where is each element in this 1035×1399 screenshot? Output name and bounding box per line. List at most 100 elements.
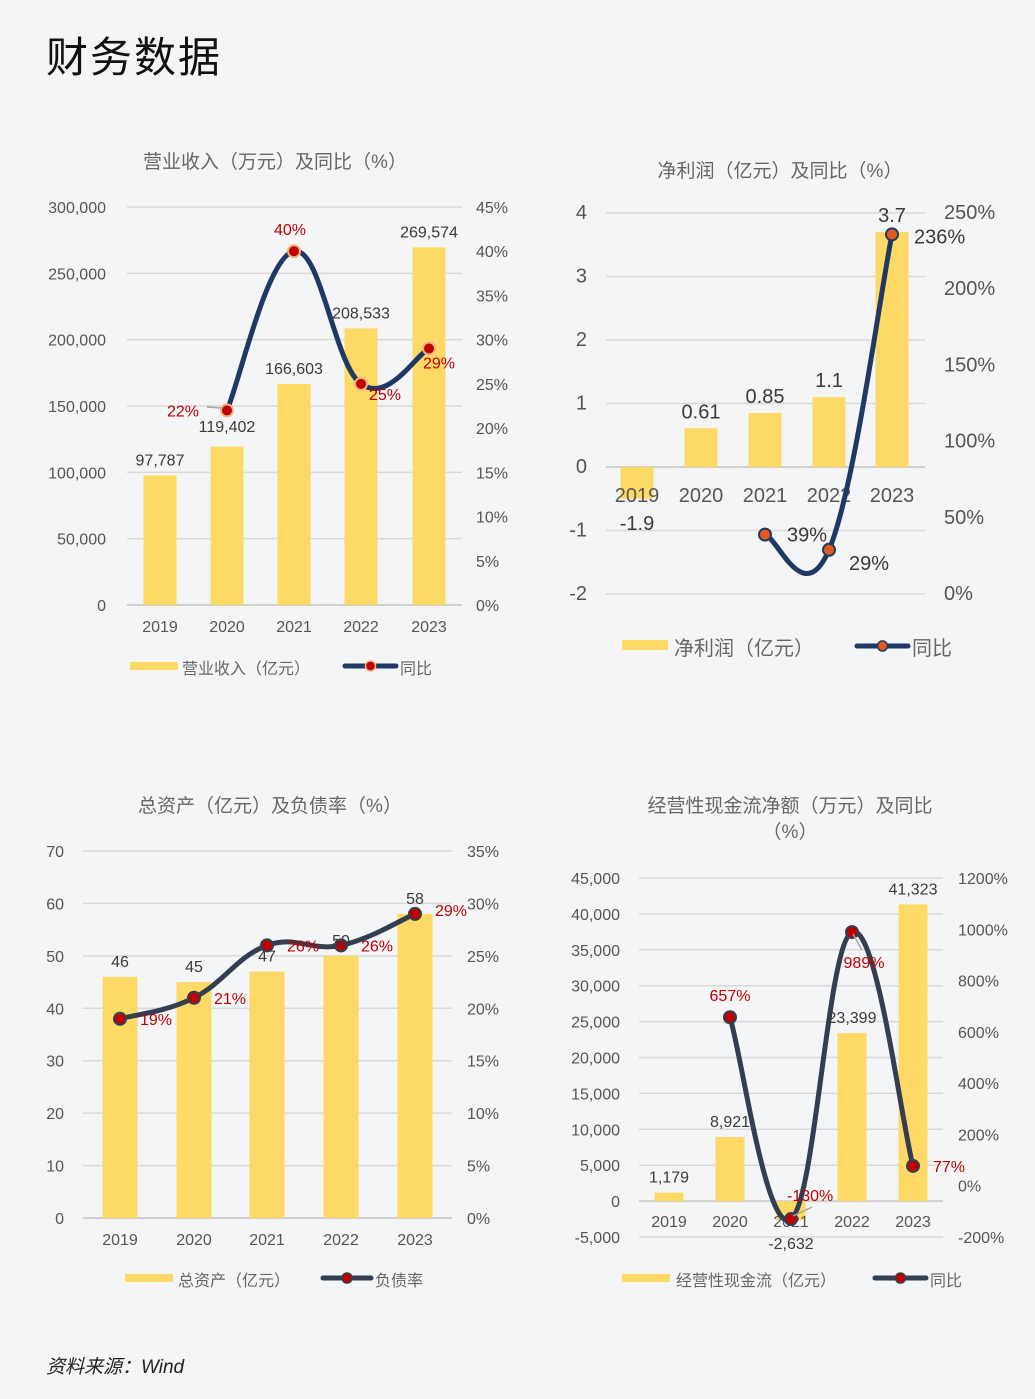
right-axis-tick: 0% xyxy=(476,598,499,615)
right-axis-tick: 45% xyxy=(476,200,508,217)
bar xyxy=(837,1033,867,1202)
bar xyxy=(412,247,446,605)
left-axis-tick: 20 xyxy=(46,1106,64,1123)
page-title: 财务数据 xyxy=(46,33,223,82)
legend-line-label: 同比 xyxy=(400,660,432,678)
right-axis-tick: 0% xyxy=(944,583,973,605)
total-assets-chart-title: 总资产（亿元）及负债率（%） xyxy=(138,795,402,817)
yoy-value-label: 40% xyxy=(274,222,306,239)
legend-line-marker xyxy=(894,1272,907,1284)
category-label: 2022 xyxy=(343,619,379,636)
legend-line-label: 同比 xyxy=(912,637,952,660)
right-axis-tick: 15% xyxy=(476,465,508,482)
left-axis-tick: 45,000 xyxy=(571,871,620,888)
revenue-chart: 营业收入（万元）及同比（%） 0 50,000 100,000 150,000 200,… xyxy=(48,151,508,678)
legend-bar-label: 净利润（亿元） xyxy=(674,637,814,660)
legend-bar-swatch xyxy=(125,1274,173,1282)
legend-line-marker xyxy=(341,1272,353,1284)
legend-bar-label: 总资产（亿元） xyxy=(178,1272,290,1290)
category-label: 2022 xyxy=(834,1214,870,1231)
bar-value-label: 47 xyxy=(258,949,276,966)
right-axis-tick: 400% xyxy=(958,1076,999,1093)
yoy-marker xyxy=(187,990,201,1005)
left-axis-tick: 1 xyxy=(576,393,587,415)
left-axis-tick: 60 xyxy=(46,896,64,913)
category-label: 2019 xyxy=(615,485,660,507)
left-axis-tick: 4 xyxy=(576,202,587,224)
right-axis-tick: 25% xyxy=(476,377,508,394)
left-axis-tick: -1 xyxy=(569,520,587,542)
legend-line-marker xyxy=(364,660,377,672)
category-label: 2019 xyxy=(651,1214,687,1231)
yoy-value-label: 29% xyxy=(849,553,889,575)
right-axis-tick: 0% xyxy=(467,1211,490,1228)
yoy-marker xyxy=(287,244,301,259)
right-axis-tick: 15% xyxy=(467,1054,499,1071)
right-axis-tick: 35% xyxy=(467,844,499,861)
yoy-line xyxy=(762,231,895,577)
category-label: 2020 xyxy=(679,485,724,507)
bar xyxy=(277,383,311,605)
left-axis-tick: 200,000 xyxy=(48,333,106,350)
category-label: 2020 xyxy=(209,619,245,636)
yoy-marker xyxy=(354,376,368,391)
legend-line-marker xyxy=(876,640,889,652)
bar-value-label: 58 xyxy=(406,891,424,908)
right-axis-tick: 50% xyxy=(944,507,984,529)
bar-value-label: -1.9 xyxy=(620,513,654,535)
yoy-value-label: 29% xyxy=(423,356,455,373)
total-assets-chart: 总资产（亿元）及负债率（%） 0 10 20 30 40 50 60 70 0% 5% 10% 15%… xyxy=(46,795,499,1290)
right-axis-tick: 5% xyxy=(476,554,499,571)
yoy-marker xyxy=(408,906,422,921)
category-label: 2023 xyxy=(870,485,915,507)
bar xyxy=(654,1192,684,1202)
bar xyxy=(715,1137,745,1202)
yoy-marker xyxy=(885,227,899,242)
left-axis-tick: 50,000 xyxy=(57,532,106,549)
yoy-value-label: 26% xyxy=(287,938,319,955)
legend-bar-swatch xyxy=(622,640,668,650)
yoy-marker xyxy=(260,938,274,953)
right-axis-tick: 30% xyxy=(467,896,499,913)
right-axis-tick: 35% xyxy=(476,288,508,305)
yoy-marker xyxy=(906,1158,920,1173)
right-axis-tick: 10% xyxy=(467,1106,499,1123)
right-axis-tick: 1000% xyxy=(958,922,1008,939)
bar-value-label: 166,603 xyxy=(265,361,323,378)
label-leader-line xyxy=(852,933,863,951)
bar-value-label: 46 xyxy=(111,954,129,971)
bar-value-label: 97,787 xyxy=(136,452,185,469)
bar-value-label: 8,921 xyxy=(710,1114,750,1131)
category-label: 2019 xyxy=(102,1232,138,1249)
bar-value-label: 45 xyxy=(185,959,203,976)
yoy-marker xyxy=(113,1011,127,1026)
bar xyxy=(397,913,433,1218)
bar xyxy=(748,413,782,467)
legend-bar-label: 经营性现金流（亿元） xyxy=(676,1272,836,1290)
right-axis-tick: -200% xyxy=(958,1230,1004,1247)
yoy-value-label: 19% xyxy=(140,1012,172,1029)
bar-value-label: 0.85 xyxy=(746,386,785,408)
revenue-chart-title: 营业收入（万元）及同比（%） xyxy=(143,151,407,173)
bar-value-label: 1.1 xyxy=(815,370,843,392)
category-label: 2022 xyxy=(323,1232,359,1249)
category-label: 2021 xyxy=(743,485,788,507)
yoy-marker xyxy=(822,542,836,557)
left-axis-tick: 0 xyxy=(611,1194,620,1211)
yoy-value-label: 657% xyxy=(710,988,751,1005)
yoy-value-label: 39% xyxy=(787,525,827,547)
right-axis-tick: 1200% xyxy=(958,871,1008,888)
bar xyxy=(143,475,177,605)
cash-flow-chart: 经营性现金流净额（万元）及同比 （%） -5,000 0 5,000 10,000 15… xyxy=(571,795,1008,1290)
bar-value-label: 208,533 xyxy=(332,305,390,322)
right-axis-tick: 10% xyxy=(476,510,508,527)
right-axis-tick: 40% xyxy=(476,244,508,261)
yoy-value-label: 21% xyxy=(214,991,246,1008)
bar xyxy=(249,971,285,1218)
bar xyxy=(898,904,928,1202)
legend-bar-swatch xyxy=(622,1274,670,1282)
bar xyxy=(812,397,846,467)
bar-value-label: 23,399 xyxy=(828,1010,877,1027)
right-axis-tick: 0% xyxy=(958,1179,981,1196)
left-axis-tick: 10 xyxy=(46,1159,64,1176)
